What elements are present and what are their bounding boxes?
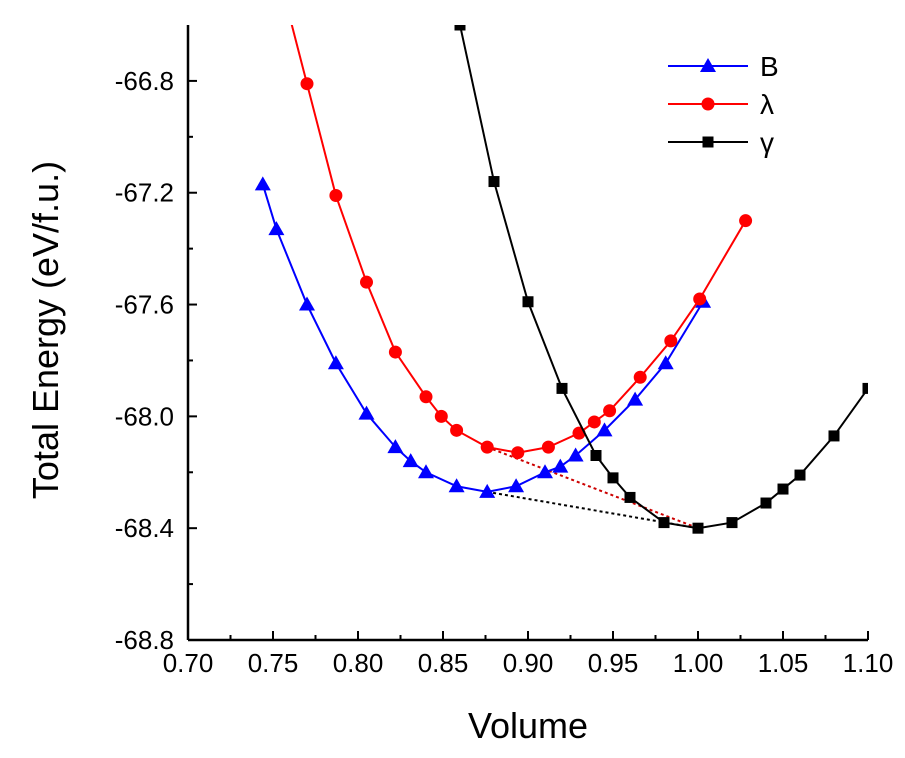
data-point-0-8: [448, 478, 465, 493]
data-point-0-12: [552, 458, 569, 473]
data-point-0-14: [596, 422, 613, 437]
data-point-2-2: [522, 296, 534, 308]
legend-label-1: λ: [760, 89, 774, 120]
data-point-2-12: [794, 469, 806, 481]
data-point-1-4: [419, 390, 433, 404]
data-point-2-13: [828, 430, 840, 442]
y-tick-label-1: -67.2: [115, 178, 174, 208]
y-tick-label-2: -67.6: [115, 290, 174, 320]
data-point-1-7: [480, 440, 494, 454]
data-point-0-10: [508, 478, 525, 493]
legend-label-0: B: [760, 51, 779, 82]
data-point-1-16: [739, 214, 753, 228]
legend-label-2: γ: [760, 127, 774, 158]
data-point-0-6: [402, 453, 419, 468]
data-point-0-16: [657, 355, 674, 370]
x-tick-label-6: 1.00: [673, 648, 724, 678]
axes-layer: 0.70 0.75 0.80 0.85 0.90 0.95 1.00 1.05 1.10 -66.…: [115, 25, 894, 678]
data-point-1-1: [329, 189, 343, 203]
data-point-2-6: [624, 491, 636, 503]
x-tick-label-8: 1.10: [843, 648, 894, 678]
y-tick-label-3: -68.0: [115, 401, 174, 431]
x-tick-label-7: 1.05: [758, 648, 809, 678]
x-tick-label-2: 0.80: [333, 648, 384, 678]
data-point-1-11: [587, 415, 601, 429]
data-point-1-12: [603, 404, 617, 418]
plot-layer: [254, 25, 868, 534]
data-point-2-11: [777, 483, 789, 495]
data-point-2-4: [590, 450, 602, 461]
data-point-0-0: [254, 176, 271, 191]
data-point-1-5: [434, 409, 448, 423]
data-point-1-8: [511, 446, 525, 460]
data-point-0-15: [627, 391, 644, 406]
x-tick-label-1: 0.75: [248, 648, 299, 678]
data-point-1-13: [633, 370, 647, 384]
data-point-2-7: [658, 517, 670, 529]
data-point-2-14: [862, 382, 868, 394]
x-axis-label: Volume: [468, 705, 588, 746]
series-line-0: [261, 184, 704, 493]
data-point-2-10: [760, 497, 772, 509]
data-point-0-2: [299, 296, 315, 311]
data-point-1-3: [388, 345, 402, 359]
data-point-1-2: [360, 275, 373, 289]
data-point-2-9: [726, 517, 738, 529]
data-point-0-9: [479, 483, 496, 498]
data-point-1-15: [693, 292, 707, 306]
data-point-0-3: [327, 355, 344, 370]
data-point-2-0: [454, 25, 466, 31]
x-tick-label-3: 0.85: [418, 648, 469, 678]
data-point-0-1: [268, 221, 285, 236]
plot-area: [254, 25, 868, 534]
y-axis-label: Total Energy (eV/f.u.): [25, 161, 66, 499]
data-point-2-5: [607, 472, 619, 484]
tangent-line-0: [486, 446, 699, 530]
data-point-0-7: [418, 464, 434, 479]
x-tick-label-4: 0.90: [503, 648, 554, 678]
y-tick-label-0: -66.8: [115, 66, 174, 96]
data-point-1-9: [541, 440, 555, 454]
data-point-2-3: [556, 382, 568, 394]
data-point-0-5: [387, 439, 404, 454]
data-point-0-13: [567, 447, 584, 462]
series-line-1-extension: [290, 25, 308, 84]
y-tick-label-5: -68.8: [115, 625, 174, 655]
data-point-2-1: [488, 176, 500, 188]
legend-marker-1: [701, 97, 715, 111]
x-tick-label-0: 0.70: [163, 648, 214, 678]
legend: Bλγ: [668, 51, 779, 158]
series-line-1: [306, 83, 747, 454]
y-tick-label-4: -68.4: [115, 513, 174, 543]
legend-marker-2: [702, 136, 714, 148]
data-point-2-8: [692, 522, 704, 534]
data-point-0-11: [537, 464, 553, 479]
x-tick-label-5: 0.95: [588, 648, 639, 678]
data-point-1-14: [664, 334, 678, 348]
data-point-1-6: [450, 423, 464, 437]
data-point-0-4: [358, 405, 375, 420]
legend-marker-0: [700, 58, 716, 72]
